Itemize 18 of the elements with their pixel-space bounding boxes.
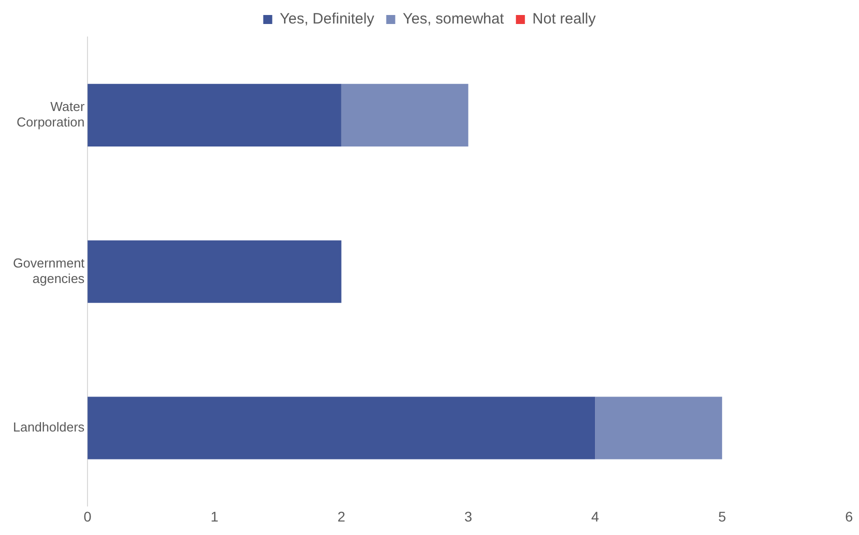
x-tick-label: 3 — [464, 508, 472, 524]
y-tick-label: Government agencies — [13, 255, 86, 286]
y-tick-label: Landholders — [12, 420, 86, 435]
x-tick-label: 6 — [845, 508, 854, 524]
legend-label: Not really — [532, 10, 596, 28]
x-tick-label: 5 — [718, 508, 726, 524]
y-tick-label: Water Corporation — [16, 98, 86, 130]
x-tick-label: 0 — [84, 508, 92, 524]
legend-label: Yes, Definitely — [280, 10, 375, 28]
x-tick-label: 4 — [591, 508, 600, 524]
bar — [595, 396, 722, 460]
legend-label: Yes, somewhat — [402, 10, 505, 28]
x-tick-label: 1 — [210, 508, 219, 524]
x-tick-label: 2 — [337, 508, 346, 524]
bar — [341, 84, 468, 146]
bar — [88, 84, 342, 146]
bar — [88, 396, 596, 460]
bar — [88, 240, 342, 303]
